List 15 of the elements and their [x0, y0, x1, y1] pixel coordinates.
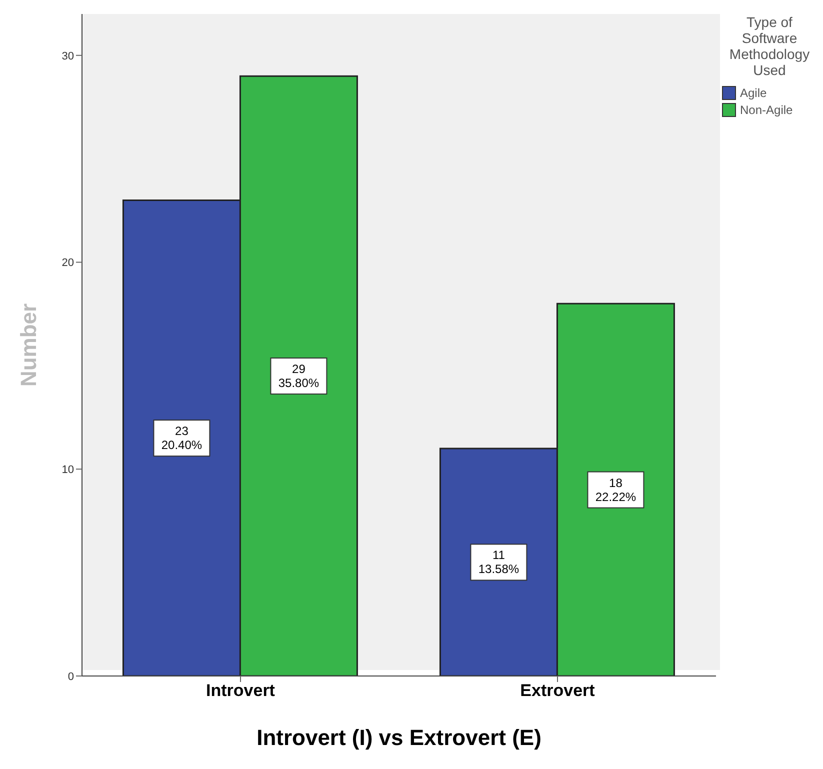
legend-label: Agile — [740, 86, 767, 100]
legend-title: Type of Software Methodology Used — [728, 14, 811, 78]
x-tick-label: Introvert — [206, 681, 276, 700]
x-axis-title: Introvert (I) vs Extrovert (E) — [256, 725, 542, 750]
y-tick-label: 30 — [62, 50, 74, 62]
y-tick-label: 10 — [62, 464, 74, 476]
data-label: 11 13.58% — [478, 548, 520, 576]
y-tick-label: 20 — [62, 257, 74, 270]
legend-label: Non-Agile — [740, 103, 793, 117]
data-label: 29 35.80% — [278, 362, 320, 390]
y-tick-label: 0 — [68, 670, 74, 683]
data-label: 23 20.40% — [161, 424, 202, 452]
x-tick-label: Extrovert — [520, 681, 596, 700]
y-axis-title: Number — [16, 303, 41, 387]
data-label: 18 22.22% — [595, 476, 636, 504]
